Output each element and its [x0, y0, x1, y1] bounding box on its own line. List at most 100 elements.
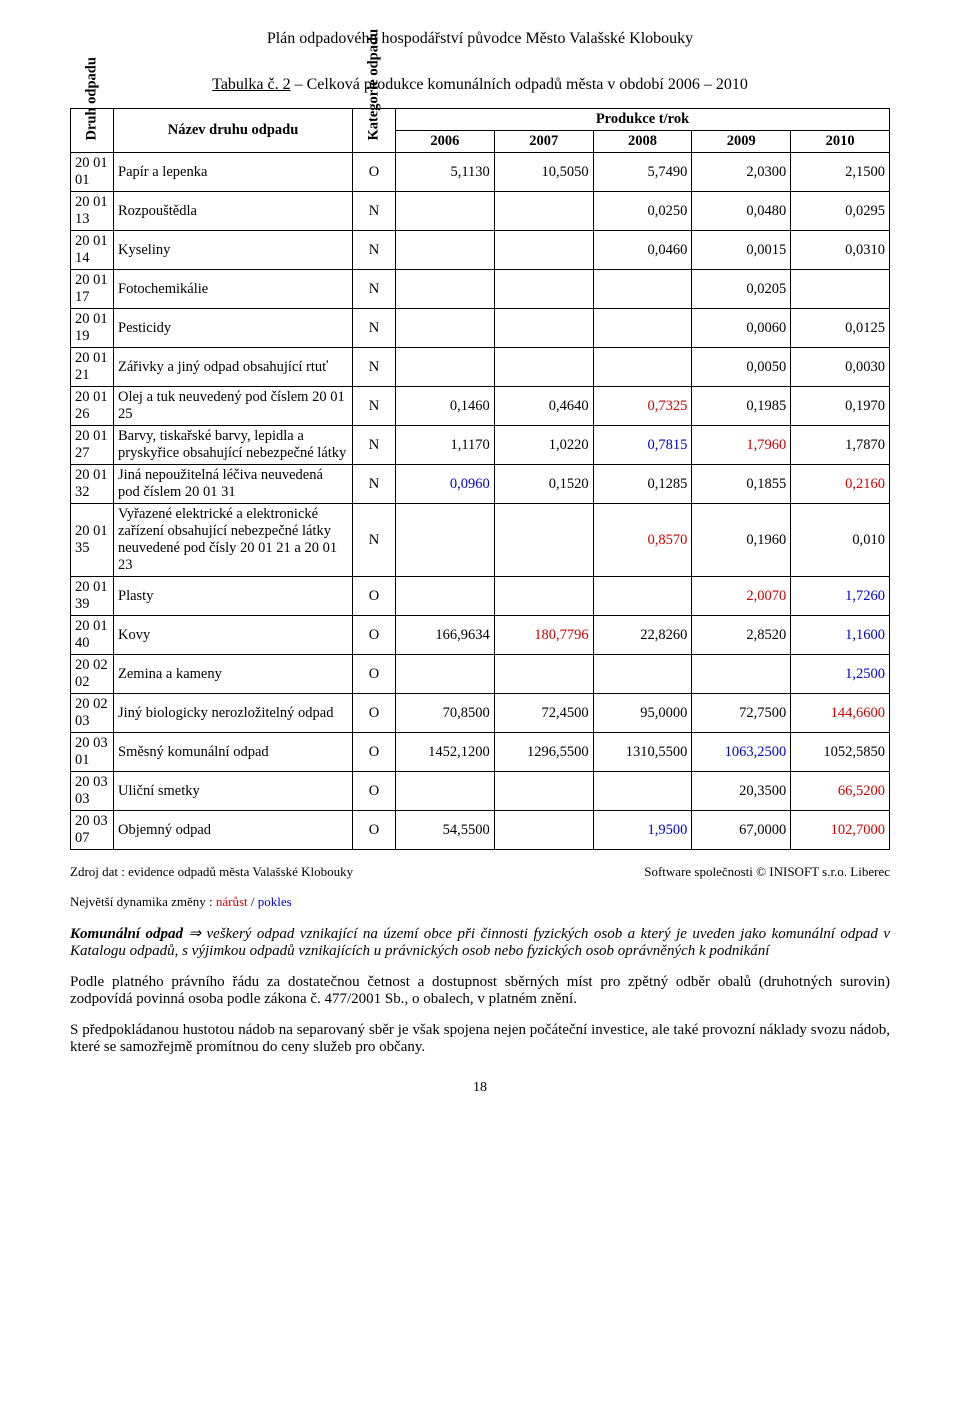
col-year: 2007 — [494, 131, 593, 153]
cell-value: 72,7500 — [692, 694, 791, 733]
cell-category: O — [353, 153, 396, 192]
caption-rest: – Celková produkce komunálních odpadů mě… — [291, 76, 748, 93]
source-right: Software společnosti © INISOFT s.r.o. Li… — [644, 864, 890, 880]
cell-value — [593, 655, 692, 694]
cell-value: 1,9500 — [593, 811, 692, 850]
cell-value: 0,1985 — [692, 387, 791, 426]
cell-code: 20 02 03 — [71, 694, 114, 733]
cell-value — [593, 577, 692, 616]
cell-value — [593, 270, 692, 309]
production-table: Druh odpadu Název druhu odpadu Kategorie… — [70, 108, 890, 850]
cell-value — [396, 772, 495, 811]
cell-code: 20 01 40 — [71, 616, 114, 655]
cell-code: 20 02 02 — [71, 655, 114, 694]
page-header: Plán odpadového hospodářství původce Měs… — [70, 30, 890, 48]
table-row: 20 01 17FotochemikálieN0,0205 — [71, 270, 890, 309]
cell-value — [593, 348, 692, 387]
cell-value: 1296,5500 — [494, 733, 593, 772]
cell-value — [494, 348, 593, 387]
cell-value: 95,0000 — [593, 694, 692, 733]
table-row: 20 01 27Barvy, tiskařské barvy, lepidla … — [71, 426, 890, 465]
cell-category: N — [353, 270, 396, 309]
dynamic-prefix: Největší dynamika změny : — [70, 894, 216, 909]
cell-name: Pesticidy — [114, 309, 353, 348]
cell-value: 1,1170 — [396, 426, 495, 465]
table-row: 20 03 03Uliční smetkyO20,350066,5200 — [71, 772, 890, 811]
para1-arrow: ⇒ — [183, 926, 207, 942]
cell-value: 0,8570 — [593, 504, 692, 577]
cell-value: 1,7960 — [692, 426, 791, 465]
cell-code: 20 01 39 — [71, 577, 114, 616]
cell-value: 0,1855 — [692, 465, 791, 504]
cell-value — [396, 192, 495, 231]
cell-value: 1063,2500 — [692, 733, 791, 772]
cell-name: Kovy — [114, 616, 353, 655]
cell-value — [396, 504, 495, 577]
cell-category: O — [353, 655, 396, 694]
cell-value: 0,0030 — [791, 348, 890, 387]
cell-category: N — [353, 465, 396, 504]
cell-value — [396, 577, 495, 616]
cell-value: 22,8260 — [593, 616, 692, 655]
cell-code: 20 01 14 — [71, 231, 114, 270]
cell-value: 72,4500 — [494, 694, 593, 733]
cell-value — [396, 309, 495, 348]
cell-name: Papír a lepenka — [114, 153, 353, 192]
cell-value — [494, 577, 593, 616]
cell-value: 1,7870 — [791, 426, 890, 465]
table-row: 20 03 07Objemný odpadO54,55001,950067,00… — [71, 811, 890, 850]
cell-name: Směsný komunální odpad — [114, 733, 353, 772]
cell-value: 67,0000 — [692, 811, 791, 850]
caption-prefix: Tabulka č. 2 — [212, 76, 290, 93]
table-caption: Tabulka č. 2 – Celková produkce komunáln… — [70, 76, 890, 94]
table-row: 20 01 32Jiná nepoužitelná léčiva neuvede… — [71, 465, 890, 504]
cell-category: O — [353, 577, 396, 616]
cell-value: 0,1520 — [494, 465, 593, 504]
cell-category: N — [353, 387, 396, 426]
cell-name: Jiná nepoužitelná léčiva neuvedená pod č… — [114, 465, 353, 504]
cell-category: O — [353, 733, 396, 772]
cell-code: 20 03 07 — [71, 811, 114, 850]
cell-value — [593, 309, 692, 348]
cell-code: 20 01 21 — [71, 348, 114, 387]
table-row: 20 01 01Papír a lepenkaO5,113010,50505,7… — [71, 153, 890, 192]
para1-lead: Komunální odpad — [70, 926, 183, 942]
table-row: 20 01 21Zářivky a jiný odpad obsahující … — [71, 348, 890, 387]
cell-value: 102,7000 — [791, 811, 890, 850]
cell-category: N — [353, 309, 396, 348]
cell-value — [494, 309, 593, 348]
cell-value: 1,0220 — [494, 426, 593, 465]
table-row: 20 01 39PlastyO2,00701,7260 — [71, 577, 890, 616]
cell-code: 20 01 01 — [71, 153, 114, 192]
cell-value: 0,0060 — [692, 309, 791, 348]
dynamic-blue: pokles — [258, 894, 292, 909]
cell-value: 0,2160 — [791, 465, 890, 504]
col-year: 2008 — [593, 131, 692, 153]
cell-name: Zářivky a jiný odpad obsahující rtuť — [114, 348, 353, 387]
cell-value: 0,0310 — [791, 231, 890, 270]
cell-value: 70,8500 — [396, 694, 495, 733]
cell-value: 0,1460 — [396, 387, 495, 426]
col-year: 2009 — [692, 131, 791, 153]
cell-value: 2,0070 — [692, 577, 791, 616]
cell-value: 0,0960 — [396, 465, 495, 504]
cell-value: 0,1970 — [791, 387, 890, 426]
cell-category: O — [353, 772, 396, 811]
table-row: 20 01 14KyselinyN0,04600,00150,0310 — [71, 231, 890, 270]
cell-category: N — [353, 192, 396, 231]
cell-value: 5,1130 — [396, 153, 495, 192]
cell-name: Objemný odpad — [114, 811, 353, 850]
cell-value: 1,2500 — [791, 655, 890, 694]
cell-code: 20 01 32 — [71, 465, 114, 504]
source-left: Zdroj dat : evidence odpadů města Valašs… — [70, 864, 353, 880]
cell-value: 0,0205 — [692, 270, 791, 309]
cell-code: 20 01 27 — [71, 426, 114, 465]
table-row: 20 01 35Vyřazené elektrické a elektronic… — [71, 504, 890, 577]
cell-value — [396, 231, 495, 270]
cell-category: N — [353, 348, 396, 387]
cell-category: N — [353, 504, 396, 577]
cell-value: 1452,1200 — [396, 733, 495, 772]
col-druh: Druh odpadu — [71, 109, 114, 153]
cell-value — [791, 270, 890, 309]
cell-value: 0,0015 — [692, 231, 791, 270]
